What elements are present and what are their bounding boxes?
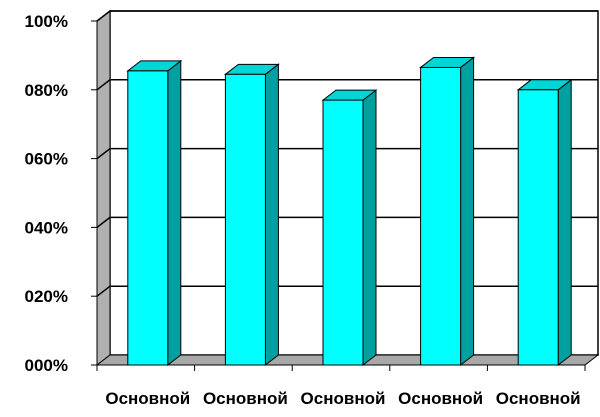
- x-tick-label: Основной: [496, 389, 581, 408]
- y-axis-tick-labels: 000% 020% 040% 060% 080% 100%: [25, 12, 68, 375]
- x-tick-label: Основной: [105, 389, 190, 408]
- bars: [126, 56, 573, 367]
- y-tick-label: 100%: [25, 12, 68, 31]
- bar: [321, 89, 378, 367]
- gridline: [96, 10, 598, 22]
- y-tick-label: 060%: [25, 150, 68, 169]
- bar-front-face: [127, 70, 169, 366]
- bar-front-face: [420, 66, 462, 366]
- bar-side-face: [264, 63, 279, 367]
- y-tick-label: 080%: [25, 81, 68, 100]
- y-tick-label: 000%: [25, 356, 68, 375]
- x-tick-label: Основной: [203, 389, 288, 408]
- y-tick-label: 020%: [25, 287, 68, 306]
- x-tick-label: Основной: [398, 389, 483, 408]
- bar: [126, 59, 183, 367]
- bar-side-face: [557, 78, 572, 367]
- bar: [223, 63, 280, 367]
- x-axis-tick-labels: Основной Основной Основной Основной Основной: [105, 389, 580, 408]
- side-wall: [96, 9, 111, 367]
- bar: [419, 56, 476, 367]
- bar-front-face: [224, 73, 266, 366]
- bar-side-face: [362, 89, 377, 367]
- bar-side-face: [167, 59, 182, 367]
- bar-front-face: [322, 99, 364, 366]
- bar-side-face: [460, 56, 475, 367]
- bar-front-face: [517, 89, 559, 366]
- y-tick-label: 040%: [25, 218, 68, 237]
- bar: [516, 78, 573, 367]
- x-tick-label: Основной: [301, 389, 386, 408]
